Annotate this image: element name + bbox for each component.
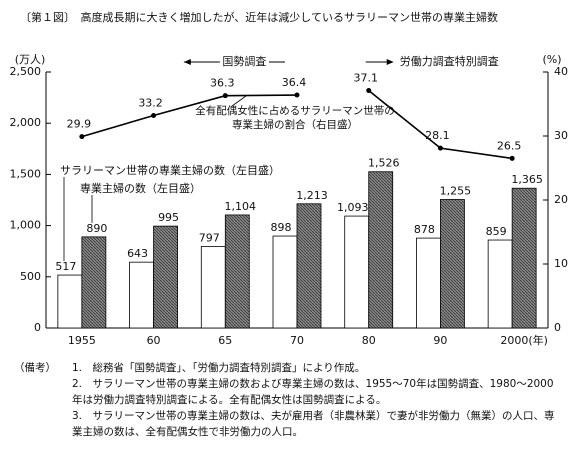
y2-tick-label: 40 [554, 65, 568, 78]
y-unit: (万人) [15, 53, 46, 66]
chart-title: 〔第１図〕 高度成長期に大きく増加したが、近年は減少しているサラリーマン世帯の専… [20, 10, 498, 24]
y-tick-label: 1,000 [10, 219, 42, 232]
x-tick-label: 70 [290, 334, 304, 347]
x-tick-label: 80 [362, 334, 376, 347]
value-label: 29.9 [67, 118, 92, 131]
value-label: 1,213 [296, 189, 328, 202]
annotation: 労働力調査特別調査 [400, 54, 499, 68]
line-point [79, 134, 85, 140]
chart: 〔第１図〕 高度成長期に大きく増加したが、近年は減少しているサラリーマン世帯の専… [10, 10, 569, 347]
y-tick-label: 2,500 [10, 65, 42, 78]
value-label: 517 [55, 260, 76, 273]
value-label: 28.1 [425, 129, 450, 142]
bar [296, 203, 322, 329]
notes: （備考） 1. 総務省「国勢調査」、「労働力調査特別調査」により作成。 2. サラ… [14, 360, 564, 440]
value-label: 1,093 [337, 201, 369, 214]
x-tick-label: 90 [433, 334, 447, 347]
bar [511, 187, 537, 329]
value-label: 33.2 [138, 97, 163, 110]
y-tick-label: 2,000 [10, 116, 42, 129]
y-tick-label: 1,500 [10, 167, 42, 180]
bar [129, 261, 154, 329]
legend-label: 全有配偶女性に占めるサラリーマン世帯の専業主婦の割合（右目盛） [195, 105, 395, 131]
bar [272, 235, 298, 329]
y2-tick-label: 20 [554, 193, 568, 206]
line-point [222, 93, 228, 99]
y2-tick-label: 10 [554, 257, 568, 270]
bar [440, 199, 465, 329]
line-point [366, 88, 372, 94]
leader [231, 95, 247, 107]
value-label: 1,104 [225, 200, 257, 213]
x-tick-label: 65 [218, 334, 232, 347]
notes-items: 1. 総務省「国勢調査」、「労働力調査特別調査」により作成。 2. サラリーマン世… [72, 360, 564, 440]
value-label: 36.4 [282, 76, 307, 89]
line-point [151, 113, 157, 119]
bar [487, 239, 513, 329]
arrow-head [386, 59, 394, 65]
bar [57, 274, 83, 329]
y-tick-label: 500 [20, 270, 41, 283]
value-label: 878 [414, 223, 435, 236]
value-label: 797 [199, 231, 220, 244]
value-label: 26.5 [497, 139, 522, 152]
line-point [437, 145, 443, 151]
y2-tick-label: 30 [554, 129, 568, 142]
note-item: 1. 総務省「国勢調査」、「労働力調査特別調査」により作成。 [72, 362, 366, 374]
x-tick-label: 2000(年) [500, 333, 548, 347]
bar [344, 215, 370, 329]
line [81, 94, 298, 138]
value-label: 1,255 [440, 184, 472, 197]
line-point [294, 92, 300, 98]
value-label: 890 [86, 222, 107, 235]
legend-label: 専業主婦の数（左目盛） [80, 181, 201, 195]
value-label: 995 [158, 211, 179, 224]
y2-tick-label: 0 [554, 321, 561, 334]
bar [416, 237, 441, 329]
legend-label-box: 全有配偶女性に占めるサラリーマン世帯の専業主婦の割合（右目盛） [195, 105, 395, 131]
value-label: 643 [127, 247, 148, 260]
value-label: 37.1 [353, 72, 378, 85]
y2-unit: (%) [542, 53, 561, 66]
y-tick-label: 0 [34, 321, 41, 334]
line-point [509, 155, 515, 161]
value-label: 859 [486, 225, 507, 238]
annotation: 国勢調査 [222, 54, 266, 68]
notes-label: （備考） [14, 362, 56, 374]
bar [368, 171, 394, 329]
note-item: 3. サラリーマン世帯の専業主婦の数は、夫が雇用者（非農林業）で妻が非労働力（無… [72, 410, 555, 438]
value-label: 898 [271, 221, 292, 234]
note-item: 2. サラリーマン世帯の専業主婦の数および専業主婦の数は、1955〜70年は国勢… [72, 378, 554, 406]
bar [153, 225, 178, 329]
x-tick-label: 60 [147, 334, 161, 347]
bar [224, 214, 250, 329]
value-label: 36.3 [210, 77, 235, 90]
arrow-head [183, 59, 191, 65]
bar [200, 245, 226, 329]
bar [81, 236, 107, 329]
value-label: 1,365 [511, 173, 543, 186]
legend-label: サラリーマン世帯の専業主婦の数（左目盛） [60, 163, 280, 177]
value-label: 1,526 [368, 157, 400, 170]
x-tick-label: 1955 [68, 334, 96, 347]
